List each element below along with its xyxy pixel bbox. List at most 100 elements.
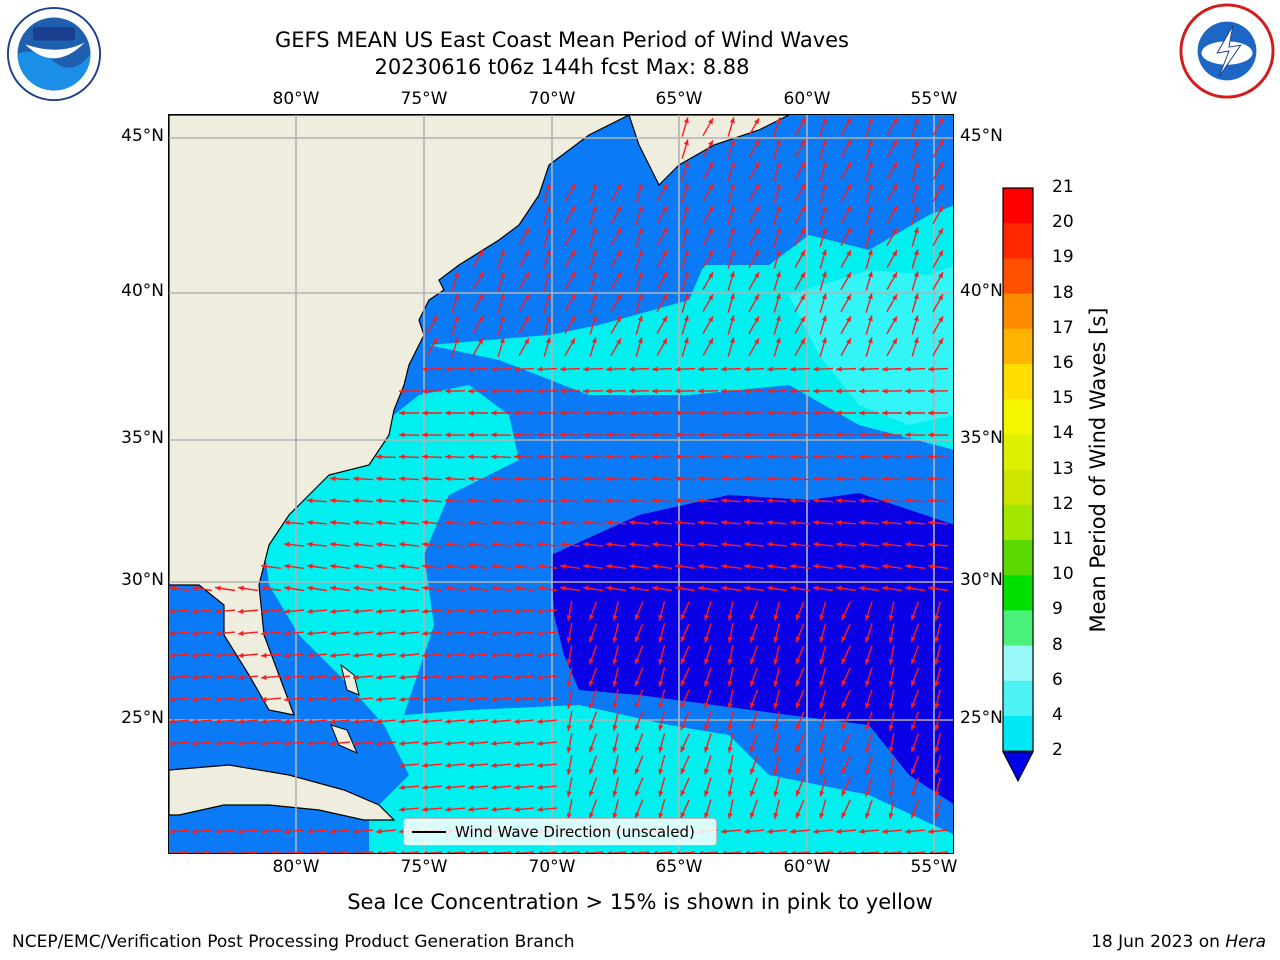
wind-arrow-head [790, 563, 796, 569]
wind-arrow-head [795, 702, 801, 709]
wind-arrow-head [683, 249, 689, 256]
wind-arrow-head [905, 563, 911, 569]
wind-arrow-head [708, 272, 713, 279]
wind-arrow-head [867, 117, 873, 124]
wind-arrow-head [560, 454, 566, 460]
wind-arrow-head [859, 498, 865, 504]
wind-arrow-head [675, 520, 681, 526]
wind-arrow-head [399, 674, 405, 680]
wind-arrow-head [859, 585, 865, 591]
wind-arrow-head [652, 541, 658, 548]
wind-arrow-head [790, 541, 796, 548]
wind-arrow-head [445, 784, 451, 790]
wind-arrow-head [445, 806, 451, 812]
wind-arrow-head [560, 410, 566, 416]
wind-arrow-head [813, 388, 819, 394]
wind-arrow-head [514, 432, 520, 438]
wind-arrow-head [683, 117, 689, 124]
wind-arrow-head [888, 615, 894, 621]
wind-arrow [861, 851, 880, 853]
wind-arrow-head [865, 702, 871, 709]
wind-arrow-head [514, 476, 520, 482]
wind-arrow-head [841, 636, 847, 643]
wind-arrow-head [658, 636, 664, 643]
sea-ice-note: Sea Ice Concentration > 15% is shown in … [347, 890, 933, 914]
wind-arrow-head [634, 636, 640, 643]
wind-arrow-head [446, 850, 451, 853]
wind-arrow-head [637, 337, 643, 344]
wind-arrow-head [445, 432, 451, 438]
wind-arrow-head [750, 724, 755, 731]
wind-arrow-head [773, 658, 779, 665]
wind-arrow-head [744, 388, 750, 394]
wind-arrow-head [422, 740, 428, 746]
wind-arrow-head [882, 585, 888, 591]
wind-arrow-head [330, 498, 336, 504]
wind-arrow-head [905, 366, 911, 372]
wind-arrow-head [683, 227, 689, 234]
wind-arrow-head [566, 681, 572, 687]
wind-arrow-head [727, 659, 733, 665]
wind-arrow-head [537, 652, 543, 658]
wind-arrow-head [790, 828, 796, 834]
wind-arrow-head [606, 476, 612, 482]
wind-arrow-head [570, 228, 575, 235]
wind-arrow-head [468, 762, 474, 768]
wind-arrow-head [913, 117, 919, 124]
wind-arrow-head [634, 724, 640, 731]
wind-arrow-head [821, 293, 827, 300]
land-bahamas [340, 663, 360, 696]
wind-arrow-head [836, 476, 842, 482]
wind-arrow-head [583, 498, 589, 504]
colorbar-cell [1003, 364, 1033, 400]
wind-arrow-head [570, 206, 575, 213]
wind-arrow-head [307, 520, 313, 526]
wind-arrow-head [913, 139, 919, 146]
wind-arrow-head [560, 388, 566, 394]
wind-arrow-head [767, 454, 773, 460]
colorbar-tick-label: 16 [1052, 353, 1074, 373]
wind-arrow-head [537, 630, 543, 636]
wind-arrow-head [399, 432, 405, 438]
wind-arrow-head [913, 183, 919, 190]
wind-arrow-head [584, 850, 589, 853]
wind-arrow-head [612, 702, 618, 709]
wind-arrow-head [583, 476, 589, 482]
wind-arrow-head [637, 271, 643, 278]
wind-arrow-head [698, 498, 704, 504]
wind-arrow-head [821, 161, 827, 168]
wind-arrow-head [422, 718, 428, 724]
wind-arrow-head [911, 746, 916, 753]
wind-arrow-head [750, 658, 755, 665]
wind-arrow-head [704, 724, 710, 731]
wind-arrow-head [261, 828, 267, 834]
wind-arrow-head [913, 161, 919, 168]
wind-arrow-head [453, 293, 459, 300]
wind-arrow-head [634, 702, 640, 709]
wind-arrow-head [583, 454, 589, 460]
wind-arrow-head [928, 432, 934, 438]
wind-arrow-head [238, 674, 244, 680]
wind-arrow-head [911, 702, 916, 709]
lon-label-bottom: 70°W [528, 857, 576, 877]
colorbar-tick-label: 21 [1052, 177, 1074, 197]
wind-arrow-head [708, 140, 713, 147]
wind-arrow-head [846, 272, 851, 279]
wind-arrow-head [422, 696, 428, 702]
wind-arrow-head [514, 784, 520, 790]
wind-arrow-head [744, 454, 750, 460]
wind-arrow-head [634, 790, 640, 797]
wind-arrow-head [238, 652, 244, 658]
wind-arrow-head [773, 812, 779, 819]
wind-arrow-head [589, 724, 594, 731]
wind-arrow-head [790, 498, 796, 504]
wind-arrow-head [612, 812, 618, 819]
wind-arrow-head [215, 608, 221, 614]
wind-arrow-head [468, 784, 474, 790]
wind-arrow-head [729, 139, 735, 146]
wind-arrow-head [727, 637, 733, 643]
wind-arrow-head [330, 541, 336, 548]
wind-arrow-head [353, 608, 359, 614]
wind-arrow-head [616, 338, 621, 345]
wind-arrow-head [399, 806, 405, 812]
